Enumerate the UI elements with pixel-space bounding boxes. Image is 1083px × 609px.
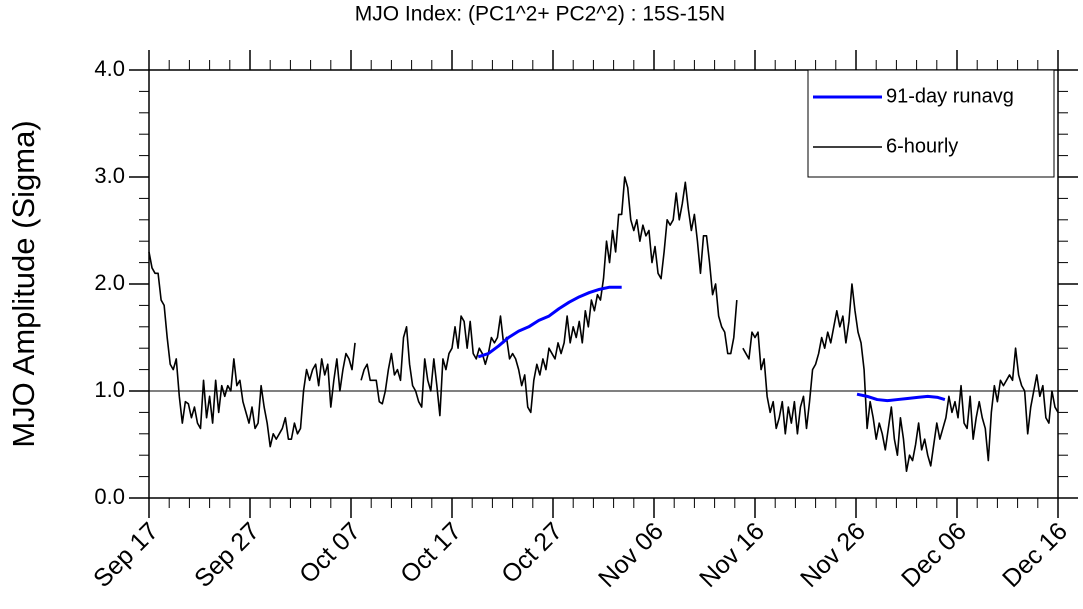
legend-label: 91-day runavg	[886, 85, 1014, 107]
series-line	[148, 176, 1059, 473]
x-tick-label: Oct 27	[496, 517, 568, 589]
x-tick-label: Nov 16	[694, 517, 770, 593]
x-tick-label: Dec 06	[896, 517, 972, 593]
y-tick-label: 0.0	[94, 484, 125, 509]
x-tick-label: Sep 17	[88, 517, 164, 593]
chart-title: MJO Index: (PC1^2+ PC2^2) : 15S-15N	[355, 3, 725, 26]
x-tick-label: Oct 07	[294, 517, 366, 589]
legend-box	[807, 69, 1055, 178]
legend-label: 6-hourly	[886, 135, 958, 157]
y-tick-label: 2.0	[94, 270, 125, 295]
y-axis-title: MJO Amplitude (Sigma)	[6, 120, 41, 447]
x-tick-label: Nov 26	[795, 517, 871, 593]
y-tick-label: 3.0	[94, 163, 125, 188]
x-tick-label: Dec 16	[997, 517, 1073, 593]
x-tick-label: Oct 17	[395, 517, 467, 589]
y-tick-label: 1.0	[94, 377, 125, 402]
series-line	[477, 285, 946, 403]
x-tick-label: Nov 06	[593, 517, 669, 593]
y-tick-label: 4.0	[94, 56, 125, 81]
x-tick-label: Sep 27	[189, 517, 265, 593]
